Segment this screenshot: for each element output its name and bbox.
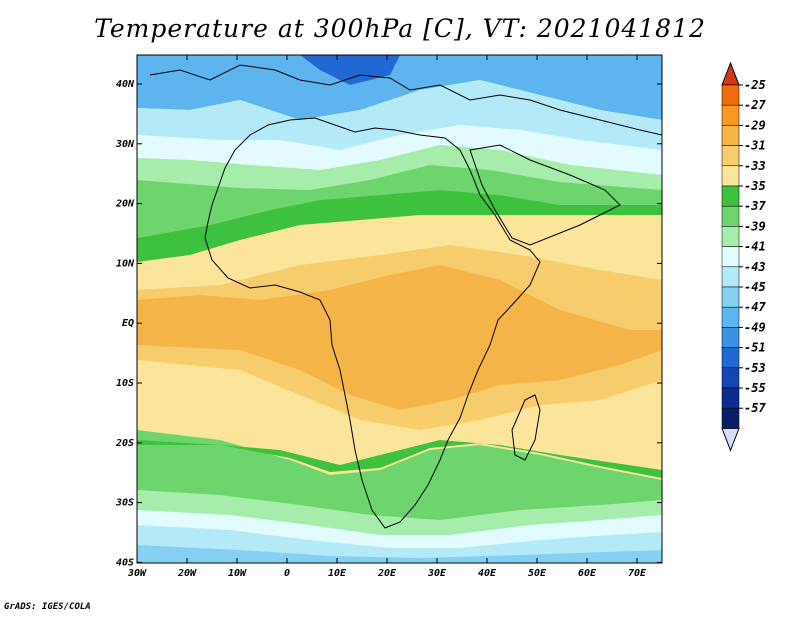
band-north-blue [137,55,662,120]
colorbar-box [721,407,740,429]
lat-tick-label: 20S [115,438,134,449]
colorbar-label: -27 [744,98,766,112]
colorbar-box [721,226,740,247]
colorbar-label: -57 [744,401,766,415]
colorbar-box [721,125,740,146]
plot-frame [136,54,663,564]
band-north-cyan [137,125,662,175]
lat-tick-label: 20N [115,199,135,210]
colorbar-top-triangle [721,61,740,86]
band-north-green [137,165,662,238]
colorbar-box [721,266,740,288]
lat-tick-label: 10N [116,258,135,269]
band-north-darkgreen [137,190,662,262]
band-south-darkgreen [137,440,662,478]
band-north-lightgreen [137,145,662,190]
colorbar-box [721,185,740,207]
colorbar-box [721,387,740,409]
grads-credit: GrADS: IGES/COLA [4,602,91,612]
band-tropical-orange [137,265,662,410]
colorbar-box [721,347,740,369]
arabia-coastline [469,144,621,246]
colorbar-label: -41 [744,240,766,254]
lon-tick-label: 50E [528,568,547,579]
colorbar-label: -33 [744,159,766,173]
colorbar-label: -51 [744,341,766,355]
colorbar-box [721,306,740,328]
colorbar-label: -35 [744,179,766,193]
colorbar-box [721,205,740,227]
lon-tick-label: 0 [284,568,290,579]
colorbar-box [721,104,740,126]
lon-tick-label: 20W [177,568,197,579]
colorbar-label: -43 [744,260,766,274]
colorbar-box [721,286,740,308]
lon-tick-label: 10E [328,568,347,579]
lon-tick-label: 40E [478,568,497,579]
africa-coastline [204,117,541,529]
lon-tick-label: 30W [127,568,147,579]
lon-tick-label: 70E [628,568,647,579]
europe-coastline [149,64,662,136]
lat-tick-label: EQ [122,318,134,329]
lon-tick-label: 10W [228,568,247,579]
colorbar-label: -25 [744,78,766,92]
colorbar-box [721,246,740,268]
colorbar-label: -53 [744,361,766,375]
colorbar-box [721,367,740,389]
colorbar-box [721,327,740,348]
colorbar-box [721,145,740,167]
map-title: Temperature at 300hPa [C], VT: 202104181… [94,14,706,43]
band-south-blue [137,545,662,563]
madagascar-coastline [511,394,541,461]
lat-tick-label: 30S [115,498,134,509]
band-north-lightblue [137,80,662,150]
band-north-deepblue [300,55,400,85]
coastlines [149,64,662,529]
axis-ticks: 30W 20W 10W 0 10E 20E 30E 40E 50E 60E 70E 40N 30N 20N… [115,55,662,579]
colorbar-label: -37 [744,199,766,213]
lat-tick-label: 40S [116,557,134,568]
colorbar-label: -47 [744,300,766,314]
colorbar-label: -45 [744,280,766,294]
lon-tick-label: 30E [427,568,447,579]
lat-tick-label: 10S [116,378,134,389]
colorbar-label: -55 [744,381,766,395]
lat-tick-label: 30N [115,139,135,150]
colorbar: -25 -27 -29 -31 -33 -35 -37 -39 -41 -43 -45 -47 -49 -… [721,61,766,452]
colorbar-label: -39 [744,219,766,233]
colorbar-label: -29 [744,118,766,132]
lon-tick-label: 20E [377,568,397,579]
colorbar-box [721,165,740,187]
lat-tick-label: 40N [116,79,135,90]
lon-tick-label: 60E [578,568,597,579]
temperature-field [137,55,662,563]
colorbar-bottom-triangle [721,427,740,452]
colorbar-label: -31 [744,139,766,153]
colorbar-box [721,84,740,106]
colorbar-label: -49 [744,320,766,334]
